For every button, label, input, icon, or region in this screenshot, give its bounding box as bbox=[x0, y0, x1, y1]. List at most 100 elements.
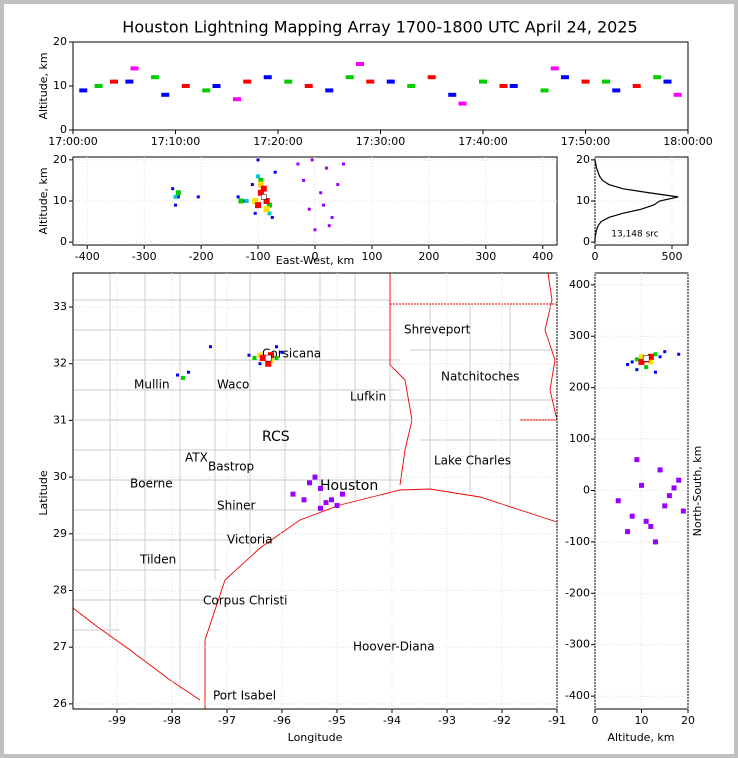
source-point bbox=[280, 350, 284, 354]
source-point bbox=[313, 228, 317, 232]
y-tick-label: 27 bbox=[53, 640, 67, 653]
x-tick-label: 10 bbox=[635, 714, 649, 727]
source-point bbox=[612, 88, 621, 93]
source-point bbox=[263, 198, 270, 204]
source-point bbox=[653, 370, 657, 374]
y-tick-label: 30 bbox=[53, 470, 67, 483]
source-point bbox=[336, 183, 340, 187]
y-tick-label: 400 bbox=[569, 278, 590, 291]
place-label: Lake Charles bbox=[434, 454, 511, 468]
source-point bbox=[250, 183, 254, 187]
source-point bbox=[652, 539, 658, 545]
place-label: ATX bbox=[185, 451, 208, 465]
source-point bbox=[427, 75, 436, 80]
source-point bbox=[680, 508, 686, 514]
source-point bbox=[345, 75, 354, 80]
chart-title: Houston Lightning Mapping Array 1700-180… bbox=[122, 18, 637, 37]
place-label: Natchitoches bbox=[441, 370, 519, 384]
source-point bbox=[448, 92, 457, 97]
source-point bbox=[258, 362, 262, 366]
source-point bbox=[259, 355, 266, 362]
x-tick-label: -100 bbox=[246, 250, 271, 263]
source-point bbox=[322, 203, 326, 207]
source-point bbox=[267, 211, 272, 216]
source-point bbox=[130, 66, 139, 71]
source-point bbox=[643, 518, 649, 524]
x-tick-label: 200 bbox=[418, 250, 439, 263]
source-point bbox=[181, 84, 190, 88]
y-tick-label: -400 bbox=[565, 689, 590, 702]
source-point bbox=[318, 485, 323, 491]
x-tick-label: -400 bbox=[75, 250, 100, 263]
source-point bbox=[263, 75, 272, 80]
y-tick-label: 31 bbox=[53, 413, 67, 426]
source-point bbox=[644, 365, 649, 370]
place-label: Tilden bbox=[139, 553, 176, 567]
y-tick-label: 0 bbox=[583, 235, 590, 248]
x-tick-label: 17:30:00 bbox=[356, 135, 405, 148]
source-point bbox=[666, 493, 672, 499]
y-tick-label: -100 bbox=[565, 535, 590, 548]
source-point bbox=[677, 352, 681, 356]
y-axis-label: Latitude bbox=[37, 470, 50, 516]
x-tick-label: 500 bbox=[661, 250, 682, 263]
source-point bbox=[673, 92, 682, 97]
source-point bbox=[209, 345, 212, 349]
source-point bbox=[161, 92, 170, 97]
source-point bbox=[242, 199, 246, 203]
source-point bbox=[509, 84, 518, 88]
x-tick-label: -92 bbox=[493, 714, 511, 727]
source-point bbox=[340, 491, 345, 497]
source-point bbox=[266, 202, 272, 208]
x-tick-label: 17:20:00 bbox=[253, 135, 302, 148]
source-point bbox=[662, 503, 668, 509]
source-point bbox=[173, 194, 178, 199]
x-tick-label: 17:40:00 bbox=[458, 135, 507, 148]
source-point bbox=[187, 370, 190, 374]
altitude-histogram bbox=[594, 159, 679, 243]
x-tick-label: -99 bbox=[108, 714, 126, 727]
source-point bbox=[151, 75, 159, 80]
source-point bbox=[635, 368, 639, 372]
source-point bbox=[386, 79, 395, 84]
source-point bbox=[615, 498, 621, 504]
source-point bbox=[323, 500, 329, 506]
source-point bbox=[671, 485, 677, 491]
x-tick-label: -200 bbox=[189, 250, 214, 263]
x-axis-label: Longitude bbox=[288, 731, 343, 744]
source-point bbox=[265, 360, 272, 367]
source-point bbox=[561, 75, 569, 80]
source-point bbox=[125, 79, 134, 84]
source-point bbox=[255, 202, 262, 209]
source-point bbox=[324, 166, 328, 170]
source-point bbox=[238, 198, 244, 204]
source-point bbox=[653, 75, 662, 80]
x-tick-label: 300 bbox=[475, 250, 496, 263]
annotation: 13,148 src bbox=[611, 230, 659, 240]
x-tick-label: 0 bbox=[592, 250, 599, 263]
source-point bbox=[630, 360, 634, 364]
place-label: Boerne bbox=[130, 477, 173, 491]
x-tick-label: 17:50:00 bbox=[561, 135, 610, 148]
x-tick-label: 17:00:00 bbox=[48, 135, 97, 148]
source-point bbox=[261, 194, 267, 200]
place-label: Lufkin bbox=[350, 390, 386, 404]
source-point bbox=[301, 497, 307, 503]
x-tick-label: -93 bbox=[438, 714, 456, 727]
source-point bbox=[325, 88, 334, 93]
y-tick-label: 0 bbox=[60, 235, 67, 248]
source-point bbox=[274, 356, 279, 361]
source-point bbox=[257, 189, 264, 196]
source-point bbox=[341, 162, 345, 166]
source-point bbox=[634, 457, 640, 463]
y-tick-label: 33 bbox=[53, 300, 67, 313]
source-point bbox=[302, 178, 306, 182]
source-point bbox=[212, 84, 221, 88]
source-point bbox=[202, 88, 211, 93]
x-tick-label: 18:00:00 bbox=[663, 135, 712, 148]
source-point bbox=[181, 375, 185, 380]
source-point bbox=[602, 79, 610, 84]
x-tick-label: -91 bbox=[548, 714, 566, 727]
source-point bbox=[625, 529, 631, 535]
